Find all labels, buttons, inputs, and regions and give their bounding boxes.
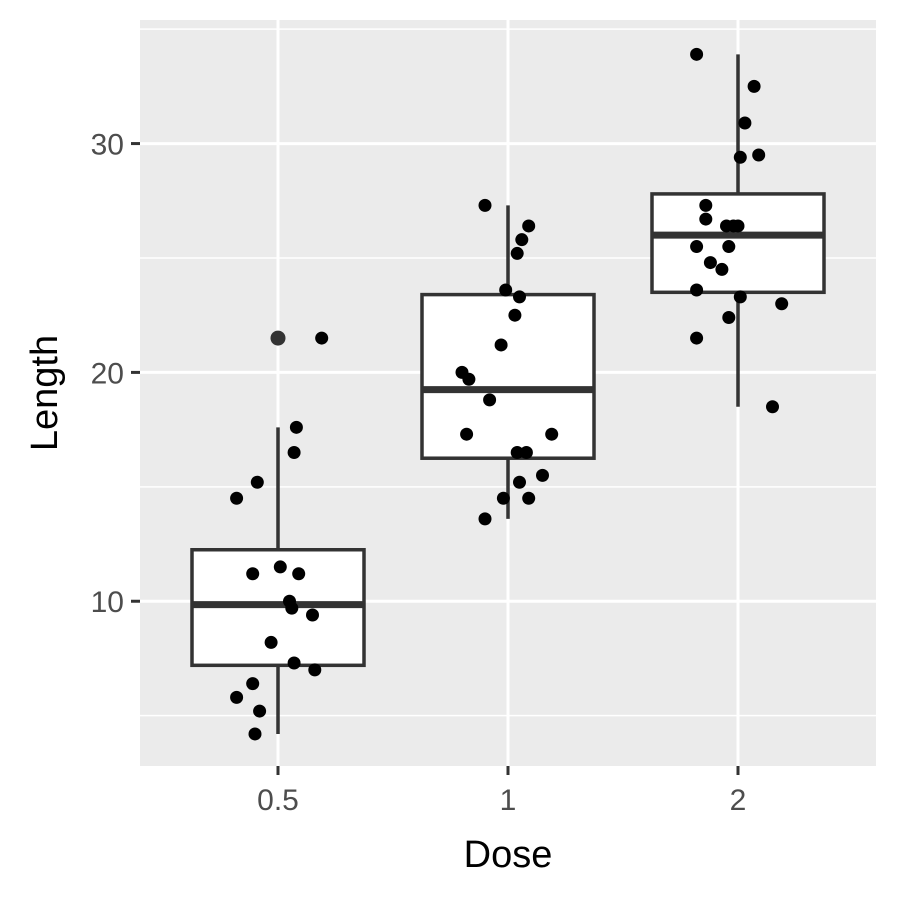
data-point	[460, 427, 474, 441]
data-point	[462, 372, 476, 386]
data-point	[496, 491, 510, 505]
box-layer	[190, 54, 826, 734]
data-point	[766, 400, 779, 414]
data-point	[230, 491, 244, 505]
data-point	[478, 198, 492, 212]
data-point	[273, 560, 287, 574]
data-point	[510, 445, 524, 459]
data-point	[246, 567, 260, 581]
point-layer	[230, 47, 789, 741]
box-1	[420, 205, 596, 519]
box-2	[650, 54, 826, 407]
data-point	[285, 601, 299, 615]
data-point	[738, 116, 752, 130]
data-point	[246, 677, 260, 691]
data-point	[690, 240, 704, 254]
x-tick-label: 2	[730, 784, 747, 817]
data-point	[508, 308, 522, 322]
data-point	[522, 491, 536, 505]
box-body	[420, 292, 596, 460]
data-point	[703, 256, 717, 270]
data-point	[733, 150, 747, 164]
data-point	[513, 290, 526, 304]
data-point	[722, 310, 736, 324]
data-point	[522, 219, 536, 233]
x-axis-title: Dose	[464, 834, 553, 876]
box-body	[650, 192, 826, 295]
outlier-point	[270, 330, 286, 346]
data-point	[513, 475, 526, 489]
data-point	[248, 727, 262, 741]
data-point	[747, 79, 761, 93]
data-point	[264, 635, 278, 649]
data-point	[250, 475, 264, 489]
x-tick-label: 0.5	[257, 784, 299, 817]
y-axis: 10 20 30	[91, 129, 140, 619]
data-point	[536, 468, 549, 482]
x-tick-label: 1	[500, 784, 517, 817]
y-axis-title: Length	[24, 335, 66, 451]
data-point	[494, 338, 508, 352]
data-point	[253, 704, 267, 718]
data-point	[510, 246, 524, 260]
data-point	[699, 212, 713, 226]
data-point	[690, 331, 704, 345]
data-point	[775, 297, 789, 311]
data-point	[308, 663, 322, 677]
data-point	[499, 283, 513, 297]
data-point	[519, 445, 533, 459]
data-point	[478, 512, 492, 526]
data-point	[752, 148, 766, 162]
data-point	[690, 283, 704, 297]
data-point	[690, 47, 704, 61]
data-point	[715, 262, 729, 276]
data-point	[306, 608, 319, 622]
data-point	[287, 656, 301, 670]
y-tick-label: 20	[91, 357, 124, 390]
y-tick-label: 30	[91, 129, 124, 162]
data-point	[315, 331, 329, 345]
data-point	[733, 290, 747, 304]
data-point	[545, 427, 559, 441]
data-point	[731, 219, 745, 233]
data-point	[483, 393, 497, 407]
data-point	[287, 445, 301, 459]
data-point	[292, 567, 306, 581]
data-point	[515, 233, 529, 247]
y-tick-label: 10	[91, 586, 124, 619]
data-point	[230, 690, 244, 704]
data-point	[289, 420, 303, 434]
data-point	[722, 240, 736, 254]
data-point	[699, 198, 713, 212]
x-axis: 0.5 1 2	[257, 766, 746, 817]
